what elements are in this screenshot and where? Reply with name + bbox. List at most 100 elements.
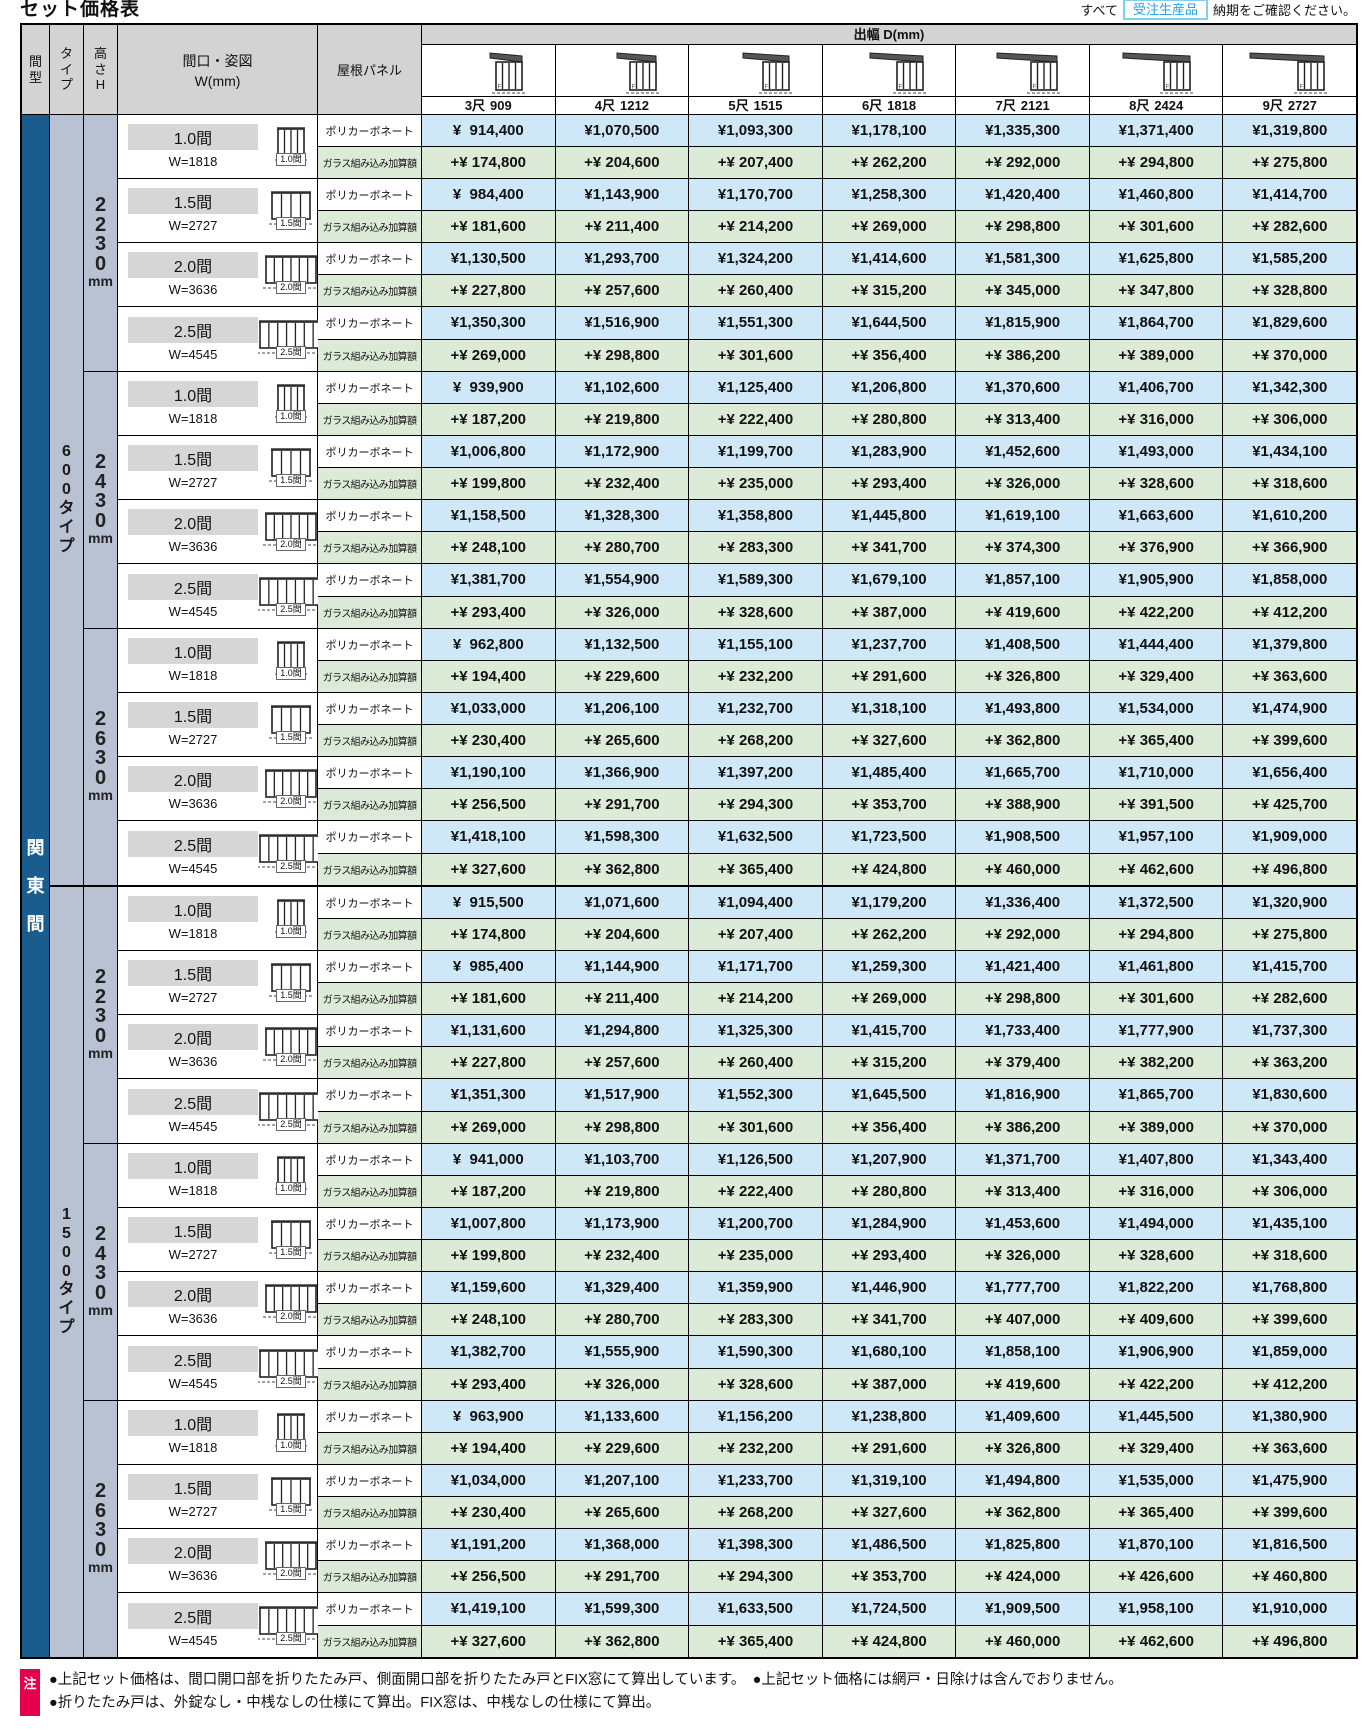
depth-shaku: 6尺	[861, 98, 883, 113]
price-cell: +¥ 399,600	[1223, 1497, 1357, 1528]
price-cell: ¥1,663,600	[1089, 500, 1224, 531]
roof-price-rows: ポリカーボネート ¥1,418,100 ¥1,598,300 ¥1,632,500 ¥1…	[318, 821, 1357, 885]
price-cell: ¥1,619,100	[956, 500, 1090, 531]
price-cell: ¥1,173,900	[555, 1208, 690, 1239]
price-cell: ¥1,474,900	[1223, 693, 1357, 724]
price-cell: ¥1,351,300	[422, 1079, 556, 1111]
price-cell: ¥1,444,400	[1089, 629, 1224, 660]
diagram-caption: 2.0間	[276, 795, 306, 808]
width-value: W=3636	[168, 1568, 218, 1583]
price-cell: ¥1,329,400	[555, 1272, 690, 1303]
price-cell: ¥1,007,800	[422, 1208, 556, 1239]
price-cell: +¥ 424,000	[956, 1561, 1090, 1592]
price-cell: +¥ 326,000	[555, 1368, 690, 1400]
width-group: 1.0間 W=1818 1.0間 ポリカーボネート ¥ 939,900 ¥1,102,6…	[118, 372, 1357, 436]
width-info: 2.5間 W=4545	[128, 1088, 258, 1134]
price-row-poly: ポリカーボネート ¥1,006,800 ¥1,172,900 ¥1,199,700 ¥1…	[318, 436, 1357, 468]
width-label: 2.5間	[128, 1345, 258, 1372]
width-cell: 2.0間 W=3636 2.0間	[118, 1272, 319, 1335]
price-cell: +¥ 232,200	[689, 661, 823, 692]
price-cell: +¥ 229,600	[555, 661, 690, 692]
width-cell: 1.0間 W=1818 1.0間	[118, 887, 318, 950]
price-row-poly: ポリカーボネート ¥ 915,500 ¥1,071,600 ¥1,094,400 ¥1,…	[318, 887, 1357, 919]
price-cell: +¥ 230,400	[422, 725, 556, 756]
price-cell: +¥ 292,000	[956, 147, 1090, 178]
width-group: 2.0間 W=3636 2.0間 ポリカーボネート ¥1,131,600 ¥1,294,…	[118, 1015, 1357, 1079]
width-label: 2.5間	[128, 573, 258, 600]
price-cell: ¥1,864,700	[1089, 307, 1224, 339]
height-unit: mm	[88, 1045, 113, 1062]
price-cell: ¥1,206,100	[555, 693, 690, 724]
width-value: W=2727	[168, 1504, 218, 1519]
price-cell: +¥ 356,400	[822, 339, 957, 371]
depth-mm: 2424	[1154, 98, 1184, 113]
width-label: 1.5間	[128, 1217, 258, 1243]
width-group: 1.0間 W=1818 1.0間 ポリカーボネート ¥ 914,400 ¥1,070,5…	[118, 115, 1357, 179]
width-group: 2.5間 W=4545 2.5間 ポリカーボネート ¥1,350,300 ¥1,516,…	[118, 307, 1357, 371]
roof-panel-label-glass: ガラス組み込み加算額	[318, 1368, 422, 1400]
awning-profile-icon: F	[742, 52, 794, 94]
folding-door-width-diagram: 2.5間	[258, 576, 324, 616]
price-cell: ¥1,534,000	[1089, 693, 1224, 724]
price-row-glass: ガラス組み込み加算額 +¥ 230,400 +¥ 265,600 +¥ 268,200…	[318, 1497, 1357, 1528]
price-cell: ¥1,665,700	[956, 757, 1090, 788]
folding-door-icon	[258, 576, 324, 610]
price-cell: ¥1,371,400	[1089, 115, 1224, 146]
depth-shaku: 4尺	[594, 98, 616, 113]
price-cell: ¥1,486,500	[822, 1529, 957, 1560]
price-cell: ¥1,319,100	[822, 1465, 957, 1496]
price-cell: +¥ 283,300	[689, 532, 823, 563]
width-label: 2.0間	[128, 252, 258, 278]
price-cell: +¥ 326,000	[956, 1240, 1090, 1271]
price-cell: +¥ 257,600	[555, 1047, 690, 1078]
width-info: 2.0間 W=3636	[128, 1538, 258, 1583]
width-info: 2.5間 W=4545	[128, 1345, 258, 1391]
height-block: 2 4 3 0 mm 1.0間 W=1818 1.0間 ポリカーボネート ¥ 941,000 ¥1…	[84, 1144, 1357, 1401]
depth-shaku: 8尺	[1129, 98, 1150, 113]
price-cell: +¥ 306,000	[1223, 404, 1357, 435]
height-cell: 2 6 3 0 mm	[84, 629, 118, 885]
roof-panel-label-poly: ポリカーボネート	[318, 1079, 422, 1111]
roof-price-rows: ポリカーボネート ¥ 915,500 ¥1,071,600 ¥1,094,400 ¥1,…	[318, 887, 1357, 950]
price-row-glass: ガラス組み込み加算額 +¥ 327,600 +¥ 362,800 +¥ 365,400…	[318, 853, 1357, 885]
diagram-caption: 2.0間	[276, 1310, 306, 1323]
heights-column: 2 2 3 0 mm 1.0間 W=1818 1.0間 ポリカーボネート ¥ 915,500 ¥1…	[84, 887, 1357, 1657]
price-cell: ¥ 939,900	[422, 372, 556, 403]
price-cell: +¥ 298,800	[956, 211, 1090, 242]
price-cell: ¥1,342,300	[1223, 372, 1357, 403]
width-label: 2.0間	[128, 509, 258, 535]
depth-mm: 1515	[753, 98, 783, 113]
price-cell: ¥1,910,000	[1223, 1593, 1357, 1625]
price-row-glass: ガラス組み込み加算額 +¥ 199,800 +¥ 232,400 +¥ 235,000…	[318, 1240, 1357, 1271]
price-cell: ¥1,645,500	[822, 1079, 957, 1111]
price-cell: ¥1,170,700	[689, 179, 823, 210]
price-cell: ¥1,610,200	[1223, 500, 1357, 531]
price-cell: +¥ 248,100	[422, 532, 556, 563]
price-cell: +¥ 211,400	[555, 983, 690, 1014]
price-cell: ¥1,656,400	[1223, 757, 1357, 788]
depth-mm: 2727	[1287, 98, 1317, 113]
width-value: W=4545	[168, 1375, 218, 1391]
diagram-caption: 1.5間	[276, 474, 306, 487]
price-cell: +¥ 227,800	[422, 1047, 556, 1078]
price-cell: +¥ 280,700	[555, 532, 690, 563]
price-row-glass: ガラス組み込み加算額 +¥ 230,400 +¥ 265,600 +¥ 268,200…	[318, 725, 1357, 756]
roof-panel-label-poly: ポリカーボネート	[318, 307, 422, 339]
price-cell: ¥1,335,300	[956, 115, 1090, 146]
width-value: W=3636	[168, 1311, 218, 1326]
awning-depth-icon: F	[556, 45, 689, 96]
svg-text:F: F	[899, 84, 903, 91]
price-cell: +¥ 318,600	[1223, 468, 1357, 499]
roof-price-rows: ポリカーボネート ¥1,034,000 ¥1,207,100 ¥1,233,700 ¥1…	[318, 1465, 1357, 1528]
price-cell: ¥1,723,500	[822, 821, 957, 853]
width-value: W=1818	[168, 926, 218, 941]
price-cell: ¥1,336,400	[956, 887, 1090, 918]
width-info: 2.0間 W=3636	[128, 252, 258, 297]
roof-panel-label-glass: ガラス組み込み加算額	[318, 789, 422, 820]
awning-profile-icon: F	[1122, 52, 1195, 94]
diagram-caption: 1.5間	[276, 989, 306, 1002]
price-cell: ¥1,446,900	[822, 1272, 957, 1303]
width-group: 1.0間 W=1818 1.0間 ポリカーボネート ¥ 915,500 ¥1,071,6…	[118, 887, 1357, 951]
